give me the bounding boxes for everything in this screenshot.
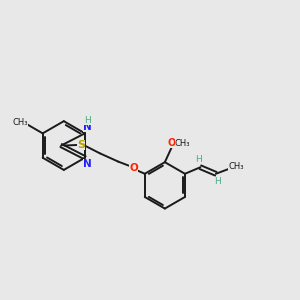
Text: CH₃: CH₃ <box>228 162 244 171</box>
Text: H: H <box>84 116 91 125</box>
Text: CH₃: CH₃ <box>13 118 28 127</box>
Text: O: O <box>167 139 175 148</box>
Text: H: H <box>196 155 202 164</box>
Text: O: O <box>129 163 138 173</box>
Text: N: N <box>83 159 92 169</box>
Text: N: N <box>83 122 92 132</box>
Text: CH₃: CH₃ <box>175 139 190 148</box>
Text: S: S <box>77 140 85 150</box>
Text: H: H <box>214 177 221 186</box>
